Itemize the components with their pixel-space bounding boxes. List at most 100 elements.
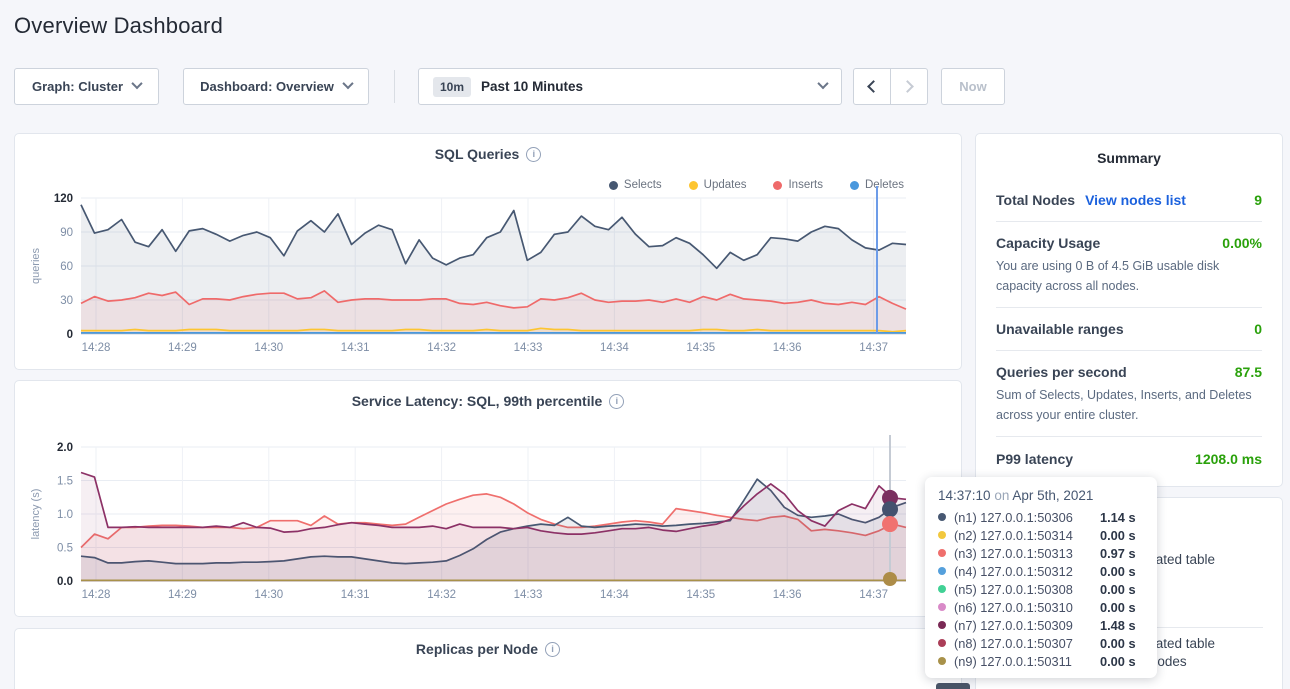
svg-text:14:28: 14:28 [82, 342, 111, 354]
node-address: (n8) 127.0.0.1:50307 [954, 635, 1073, 651]
latency-value: 0.97 s [1100, 545, 1136, 561]
time-pager [853, 68, 928, 105]
sql-queries-plot[interactable]: 0 30 60 90 120 14:28 14:29 14:30 14:31 14:32 14:33… [15, 134, 963, 371]
summary-value: 0 [1254, 321, 1262, 337]
legend-dot [773, 180, 783, 190]
svg-text:14:33: 14:33 [514, 342, 543, 354]
summary-label: P99 latency [996, 451, 1074, 467]
series-dot [938, 585, 946, 593]
legend-label: Deletes [865, 179, 904, 191]
time-range-dropdown[interactable]: 10m Past 10 Minutes [418, 68, 842, 105]
chart-title-text: SQL Queries [434, 146, 520, 162]
view-nodes-list-link[interactable]: View nodes list [1085, 192, 1186, 208]
latency-value: 0.00 s [1100, 635, 1136, 651]
svg-text:14:35: 14:35 [686, 342, 715, 354]
replicas-per-node-chart-card: Replicas per Node i [14, 628, 962, 689]
tooltip-row: (n1) 127.0.0.1:50306 1.14 s [938, 508, 1144, 526]
svg-text:14:36: 14:36 [773, 342, 802, 354]
replicas-per-node-chart-title: Replicas per Node i [15, 641, 961, 657]
legend-label: Updates [703, 179, 747, 191]
info-icon[interactable]: i [609, 393, 625, 409]
summary-subtext: Sum of Selects, Updates, Inserts, and De… [996, 388, 1252, 422]
svg-text:14:28: 14:28 [82, 589, 111, 601]
service-latency-plot[interactable]: 0.0 0.5 1.0 1.5 2.0 14:28 14:29 14:30 14:31 14:32… [15, 381, 963, 618]
series-dot [938, 603, 946, 611]
node-address: (n2) 127.0.0.1:50314 [954, 527, 1073, 543]
svg-text:14:35: 14:35 [686, 589, 715, 601]
svg-text:14:34: 14:34 [600, 589, 629, 601]
chevron-down-icon [817, 77, 829, 90]
time-prev-button[interactable] [854, 69, 891, 104]
now-button[interactable]: Now [941, 68, 1005, 105]
node-address: (n5) 127.0.0.1:50308 [954, 581, 1073, 597]
legend-item[interactable]: Updates [688, 179, 747, 191]
tooltip-row: (n6) 127.0.0.1:50310 0.00 s [938, 598, 1144, 616]
page-title: Overview Dashboard [14, 13, 224, 38]
summary-value: 0.00% [1222, 235, 1262, 251]
summary-label: Queries per second [996, 364, 1127, 380]
node-address: (n4) 127.0.0.1:50312 [954, 563, 1073, 579]
tooltip-rows: (n1) 127.0.0.1:50306 1.14 s (n2) 127.0.0… [938, 508, 1144, 670]
divider [996, 350, 1262, 351]
legend-label: Selects [623, 179, 662, 191]
chevron-right-icon [901, 80, 914, 93]
svg-text:14:30: 14:30 [254, 342, 283, 354]
legend-item[interactable]: Inserts [773, 179, 823, 191]
summary-title: Summary [1097, 150, 1161, 166]
summary-value: 87.5 [1234, 364, 1262, 380]
series-dot [938, 621, 946, 629]
svg-text:14:29: 14:29 [168, 342, 197, 354]
svg-text:14:29: 14:29 [168, 589, 197, 601]
summary-label: Capacity Usage [996, 235, 1101, 251]
svg-text:0: 0 [67, 329, 73, 341]
svg-text:14:32: 14:32 [427, 589, 456, 601]
node-address: (n1) 127.0.0.1:50306 [954, 509, 1073, 525]
tooltip-row: (n8) 127.0.0.1:50307 0.00 s [938, 634, 1144, 652]
summary-label: Total Nodes [996, 192, 1076, 208]
time-range-badge: 10m [433, 76, 472, 97]
graph-dropdown[interactable]: Graph: Cluster [14, 68, 159, 105]
svg-text:14:32: 14:32 [427, 342, 456, 354]
legend-dot [608, 180, 618, 190]
legend-dot [850, 180, 859, 190]
svg-text:14:33: 14:33 [514, 589, 543, 601]
svg-text:latency (s): latency (s) [30, 489, 42, 540]
legend-item[interactable]: Deletes [850, 179, 904, 191]
svg-text:0.5: 0.5 [57, 543, 73, 555]
chevron-down-icon [342, 77, 354, 90]
svg-text:1.0: 1.0 [57, 509, 73, 521]
summary-row-unavailable: Unavailable ranges 0 [996, 321, 1262, 337]
node-address: (n6) 127.0.0.1:50310 [954, 599, 1073, 615]
summary-row-total-nodes: Total Nodes View nodes list 9 [996, 192, 1262, 208]
latency-value: 0.00 s [1100, 599, 1136, 615]
info-icon[interactable]: i [526, 146, 542, 162]
info-icon[interactable]: i [545, 641, 561, 657]
tooltip-row: (n9) 127.0.0.1:50311 0.00 s [938, 652, 1144, 670]
svg-text:2.0: 2.0 [57, 442, 73, 454]
dashboard-dropdown-label: Dashboard: Overview [200, 79, 334, 94]
svg-text:14:31: 14:31 [341, 342, 370, 354]
latency-value: 0.00 s [1100, 581, 1136, 597]
divider [996, 307, 1262, 308]
svg-text:30: 30 [60, 295, 73, 307]
tooltip-row: (n5) 127.0.0.1:50308 0.00 s [938, 580, 1144, 598]
node-address: (n7) 127.0.0.1:50309 [954, 617, 1073, 633]
chart-title-text: Replicas per Node [415, 641, 539, 657]
node-address: (n9) 127.0.0.1:50311 [954, 653, 1072, 669]
summary-label: Unavailable ranges [996, 321, 1124, 337]
svg-text:90: 90 [60, 227, 73, 239]
svg-text:14:37: 14:37 [859, 589, 888, 601]
chevron-left-icon [867, 80, 880, 93]
legend-item[interactable]: Selects [608, 179, 662, 191]
legend-label: Inserts [788, 179, 823, 191]
divider [996, 221, 1262, 222]
summary-panel: Summary Total Nodes View nodes list 9 Ca… [975, 133, 1283, 487]
hover-time-badge [936, 683, 970, 689]
svg-text:14:31: 14:31 [341, 589, 370, 601]
summary-row-qps: Queries per second 87.5 [996, 364, 1262, 380]
tooltip-timestamp: 14:37:10 on Apr 5th, 2021 [938, 488, 1094, 503]
node-address: (n3) 127.0.0.1:50313 [954, 545, 1073, 561]
svg-text:14:36: 14:36 [773, 589, 802, 601]
time-next-button[interactable] [891, 69, 927, 104]
dashboard-dropdown[interactable]: Dashboard: Overview [183, 68, 369, 105]
